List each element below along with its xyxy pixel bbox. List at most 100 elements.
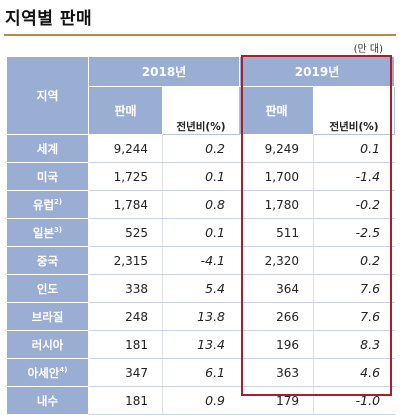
sales-2019-cell: 363 [239,358,315,387]
region-cell-text: 중국 [36,253,59,268]
yoy-2018-cell-text: 0.1 [205,169,226,184]
sales-2018-cell-text: 2,315 [113,253,148,268]
region-cell: 중국 [6,246,89,275]
yoy-header-2019: 전년비(%) [313,86,396,135]
year-2018-header: 2018년 [87,56,241,87]
region-cell-text: 러시아 [31,337,64,352]
yoy-2018-cell: 6.1 [161,358,241,387]
yoy-2018-cell-text: 0.1 [205,225,226,240]
sales-2018-cell-text: 9,244 [113,141,148,156]
yoy-2018-cell: 0.2 [161,134,241,163]
yoy-2019-cell-text: -1.0 [355,393,381,408]
yoy-2019-cell: 7.6 [313,302,396,331]
sales-2019-cell: 1,780 [239,190,315,219]
region-cell-text: 브라질 [31,309,64,324]
title-divider [4,34,396,36]
sales-2018-cell: 9,244 [88,134,163,163]
region-cell-text: 미국 [36,169,59,184]
region-cell: 유럽2) [6,190,89,219]
yoy-2019-cell: 0.2 [313,246,396,275]
sales-2019-cell-text: 364 [276,281,300,296]
sales-2019-cell: 266 [239,302,315,331]
sales-2019-cell-text: 266 [276,309,300,324]
sales-2018-cell-text: 1,784 [113,197,148,212]
sales-2018-cell: 1,784 [88,190,163,219]
yoy-2018-cell-text: -4.1 [200,253,226,268]
yoy-2018-cell: 0.9 [161,386,241,415]
sales-2019-cell-text: 2,320 [264,253,300,268]
yoy-2018-cell-text: 13.8 [197,309,226,324]
sales-2019-cell: 1,700 [239,162,315,191]
yoy-2019-cell: 0.1 [313,134,396,163]
sales-2018-cell: 347 [88,358,163,387]
table-row: 일본3) 525 0.1 511 -2.5 [6,218,396,247]
yoy-2019-cell-text: 7.6 [360,281,381,296]
sales-2019-cell: 179 [239,386,315,415]
sales-2019-cell-text: 1,780 [264,197,300,212]
sales-header-2018: 판매 [88,86,163,135]
sales-2018-cell: 525 [88,218,163,247]
table-row: 유럽2) 1,784 0.8 1,780 -0.2 [6,190,396,219]
sales-2019-cell: 511 [239,218,315,247]
sales-2018-cell: 2,315 [88,246,163,275]
yoy-2018-cell: -4.1 [161,246,241,275]
table-row: 러시아 181 13.4 196 8.3 [6,330,396,359]
sales-2019-cell: 364 [239,274,315,303]
region-cell: 미국 [6,162,89,191]
sales-2019-cell-text: 9,249 [264,141,300,156]
region-cell-text: 유럽 [32,197,55,212]
yoy-2018-cell-text: 0.8 [205,197,226,212]
table-row: 미국 1,725 0.1 1,700 -1.4 [6,162,396,191]
yoy-2018-cell: 0.1 [161,218,241,247]
yoy-2018-cell: 0.8 [161,190,241,219]
yoy-2018-cell-text: 13.4 [197,337,226,352]
region-cell: 일본3) [6,218,89,247]
sales-2019-cell-text: 179 [276,393,300,408]
yoy-2018-cell-text: 6.1 [205,365,226,380]
footnote-marker: 4) [59,365,68,374]
table-row: 인도 338 5.4 364 7.6 [6,274,396,303]
sales-2018-cell: 181 [88,330,163,359]
region-header: 지역 [6,56,89,135]
sales-2018-cell-text: 338 [125,281,148,296]
table-row: 중국 2,315 -4.1 2,320 0.2 [6,246,396,275]
yoy-2019-cell: 4.6 [313,358,396,387]
yoy-2018-cell: 13.8 [161,302,241,331]
sales-2018-cell: 1,725 [88,162,163,191]
yoy-2019-cell-text: 4.6 [360,365,381,380]
region-cell-text: 일본 [32,225,55,240]
yoy-2019-cell-text: -2.5 [355,225,381,240]
yoy-2018-cell: 0.1 [161,162,241,191]
sales-2018-cell: 181 [88,386,163,415]
region-cell: 브라질 [6,302,89,331]
yoy-2019-cell-text: -0.2 [355,197,381,212]
sales-2019-cell: 9,249 [239,134,315,163]
unit-label: (만 대) [353,44,383,55]
yoy-2019-cell-text: 8.3 [360,337,381,352]
sales-2019-cell: 196 [239,330,315,359]
yoy-2019-cell: -2.5 [313,218,396,247]
table-row: 세계 9,244 0.2 9,249 0.1 [6,134,396,163]
sales-2019-cell: 2,320 [239,246,315,275]
yoy-2018-cell: 13.4 [161,330,241,359]
yoy-2018-cell-text: 5.4 [205,281,226,296]
yoy-2019-cell-text: 7.6 [360,309,381,324]
yoy-2019-cell-text: 0.2 [360,253,381,268]
yoy-2019-cell: -0.2 [313,190,396,219]
sales-table: 지역 2018년 2019년 판매 전년비(%) 판매 전년비(%) 세계 9,2… [6,56,396,415]
yoy-2019-cell-text: -1.4 [355,169,381,184]
yoy-2018-cell-text: 0.9 [205,393,226,408]
sales-2018-cell-text: 181 [125,337,148,352]
yoy-2019-cell-text: 0.1 [360,141,381,156]
region-cell-text: 아세안 [27,365,60,380]
sales-2019-cell-text: 511 [276,225,300,240]
yoy-2018-cell: 5.4 [161,274,241,303]
footnote-marker: 3) [54,225,63,234]
sales-2018-cell-text: 248 [125,309,148,324]
region-cell: 내수 [6,386,89,415]
sales-2018-cell-text: 181 [125,393,148,408]
year-2019-header: 2019년 [239,56,396,87]
yoy-header-2018: 전년비(%) [161,86,241,135]
yoy-2019-cell: -1.4 [313,162,396,191]
sales-header-2019: 판매 [239,86,315,135]
